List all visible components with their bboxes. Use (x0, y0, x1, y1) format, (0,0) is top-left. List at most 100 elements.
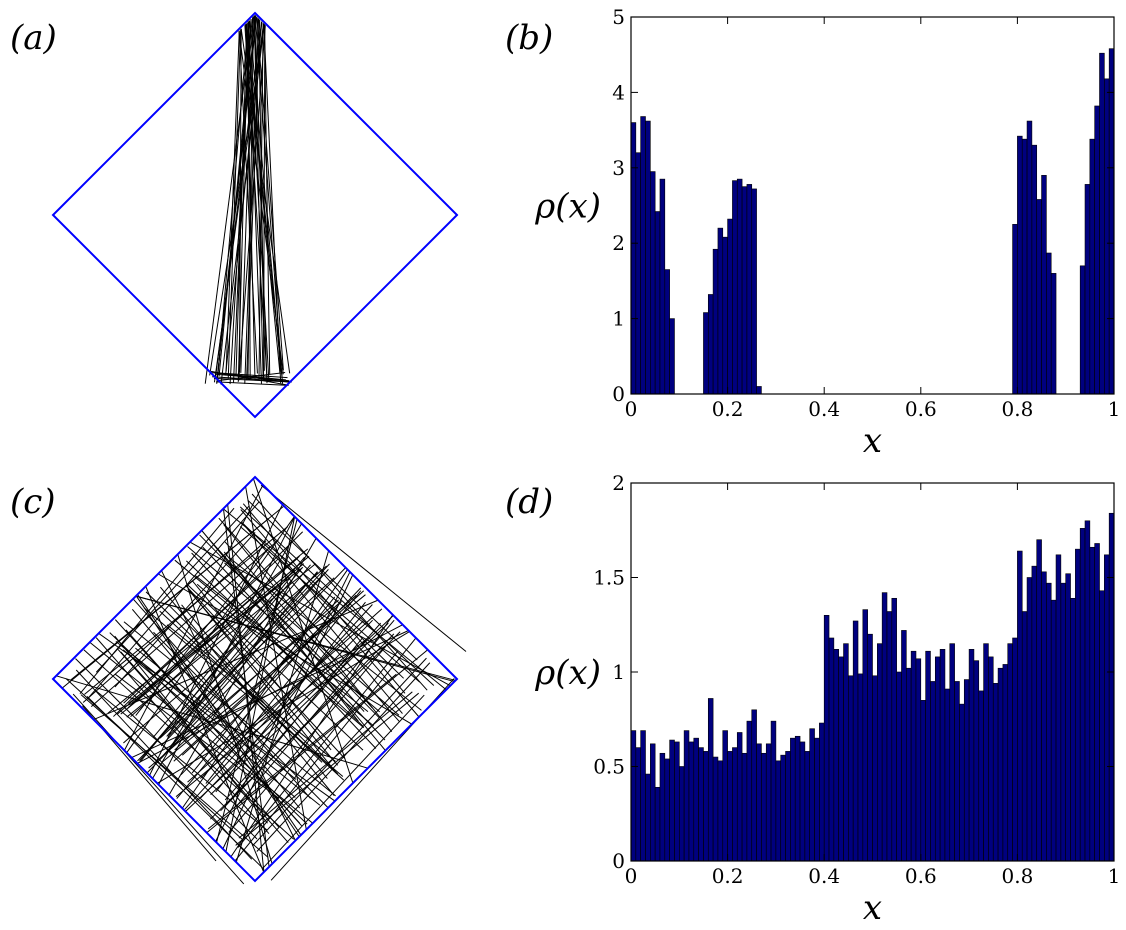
histogram-bar (1017, 550, 1023, 862)
histogram-bar (1017, 135, 1023, 395)
histogram-bar (669, 739, 675, 862)
histogram-bar (833, 649, 839, 862)
trajectory-segment-c (234, 637, 417, 862)
trajectory-segment-a (238, 30, 258, 374)
histogram-bar (732, 180, 738, 395)
histogram-bar (872, 675, 878, 862)
histogram-bar (780, 754, 786, 862)
histogram-bar (1089, 546, 1095, 862)
histogram-bar (650, 743, 656, 862)
histogram-bar (683, 730, 690, 862)
axes-frame (630, 16, 1115, 395)
y-tick-label: 5 (612, 5, 625, 29)
trajectory-segment-c (184, 604, 373, 810)
histogram-bar (1031, 565, 1038, 862)
histogram-bar (746, 720, 753, 862)
histogram-bar (949, 643, 955, 862)
histogram-bar (843, 643, 849, 862)
histogram-bar (698, 747, 704, 862)
histogram-bar (1046, 252, 1052, 395)
trajectory-segment-c (135, 595, 455, 683)
trajectory-segment-a (248, 20, 282, 372)
trajectory-segment-c (262, 694, 425, 869)
histogram-bar (954, 681, 960, 862)
x-tick-label: 0.6 (905, 397, 937, 421)
panel-label-d: (d) (505, 482, 554, 522)
trajectory-segment-c (61, 505, 285, 689)
histogram-bar (1104, 78, 1110, 395)
trajectory-segment-c (72, 693, 245, 885)
y-tick-label: 1 (612, 307, 625, 331)
trajectory-segment-c (200, 620, 364, 779)
histogram-bar (1070, 597, 1076, 862)
trajectory-segment-c (239, 526, 421, 683)
histogram-bar (1084, 520, 1091, 862)
y-tick-label: 3 (612, 156, 625, 180)
histogram-bar (712, 248, 719, 395)
trajectory-segment-c (177, 554, 273, 864)
histogram-bar (741, 752, 748, 862)
histogram-bar (741, 186, 748, 395)
trajectory-segment-c (56, 675, 368, 769)
trajectory-segment-c (194, 575, 369, 713)
histogram-bar (877, 643, 883, 862)
trajectory-segment-c (65, 678, 243, 840)
histogram-bar (838, 656, 844, 862)
x-axis-label: x (863, 421, 882, 461)
histogram-bar (1055, 554, 1062, 862)
histogram-bar (988, 656, 994, 862)
billiard-border-a (51, 11, 459, 419)
trajectory-segment-c (166, 624, 336, 762)
trajectory-segment-c (135, 595, 300, 838)
histogram-bar (630, 730, 637, 862)
trajectory-segment-c (162, 569, 329, 757)
histogram-bar (809, 728, 815, 862)
histogram-bar (1050, 273, 1057, 395)
histogram-b: 0 0.2 0.4 0.6 0.8 1 0 1 2 3 4 5 x ρ(x) (534, 5, 1120, 461)
histogram-bar (881, 592, 888, 862)
trajectory-segment-c (122, 649, 296, 798)
histogram-bar (664, 758, 670, 862)
x-tick-label: 1 (1108, 864, 1121, 888)
trajectory-segment-a (258, 23, 264, 380)
trajectory-segment-c (93, 599, 379, 721)
trajectory-segment-c (229, 557, 422, 711)
trajectory-segment-c (90, 539, 279, 707)
trajectory-segment-c (135, 546, 270, 716)
trajectory-segment-c (146, 567, 346, 774)
y-tick-label: 4 (612, 80, 625, 104)
histogram-bar (756, 743, 762, 862)
histogram-bar (654, 786, 661, 862)
trajectory-segment-c (166, 564, 311, 737)
histogram-bar (1026, 120, 1033, 395)
x-tick-label: 0.2 (712, 864, 744, 888)
histogram-bar (1079, 265, 1086, 395)
histogram-bar (1099, 52, 1105, 395)
histogram-bar (664, 269, 670, 395)
histogram-bar (736, 178, 743, 395)
trajectory-segment-c (98, 632, 336, 802)
histogram-bar (910, 650, 917, 862)
trajectory-segment-c (127, 555, 300, 709)
trajectory-segment-c (137, 594, 302, 836)
histogram-bar (736, 732, 743, 862)
trajectory-segment-c (131, 630, 409, 759)
panel-label-b: (b) (505, 18, 554, 58)
histogram-bar (1041, 175, 1047, 395)
histogram-bar (751, 709, 757, 862)
trajectory-segment-a (216, 381, 289, 386)
billiard-a (51, 11, 459, 419)
histogram-bar (722, 730, 728, 862)
histogram-bar (1079, 528, 1086, 862)
histogram-bar (973, 660, 980, 862)
x-tick-label: 0.4 (808, 397, 840, 421)
trajectory-segment-c (224, 541, 373, 709)
x-tick-label: 0.8 (1001, 397, 1033, 421)
histogram-bar (712, 756, 719, 862)
histogram-bar (732, 747, 738, 862)
histogram-bar (669, 318, 675, 395)
histogram-bar (717, 227, 724, 395)
histogram-bar (891, 597, 897, 862)
histogram-bar (828, 637, 835, 862)
trajectory-segment-a (235, 23, 248, 377)
